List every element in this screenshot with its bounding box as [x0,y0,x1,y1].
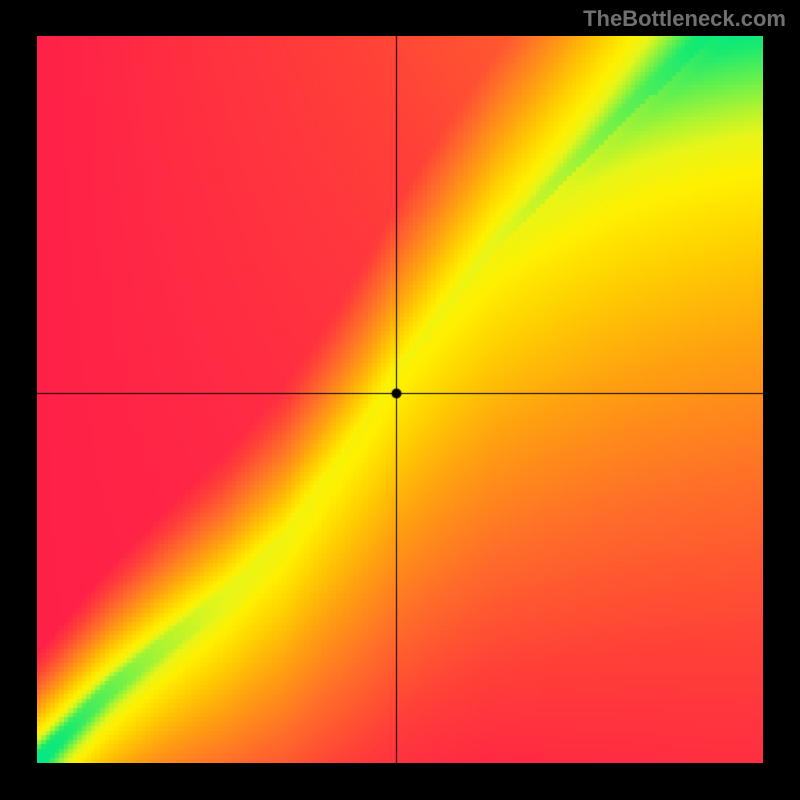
watermark-text: TheBottleneck.com [583,6,786,32]
bottleneck-heatmap [37,36,763,763]
chart-container: TheBottleneck.com [0,0,800,800]
